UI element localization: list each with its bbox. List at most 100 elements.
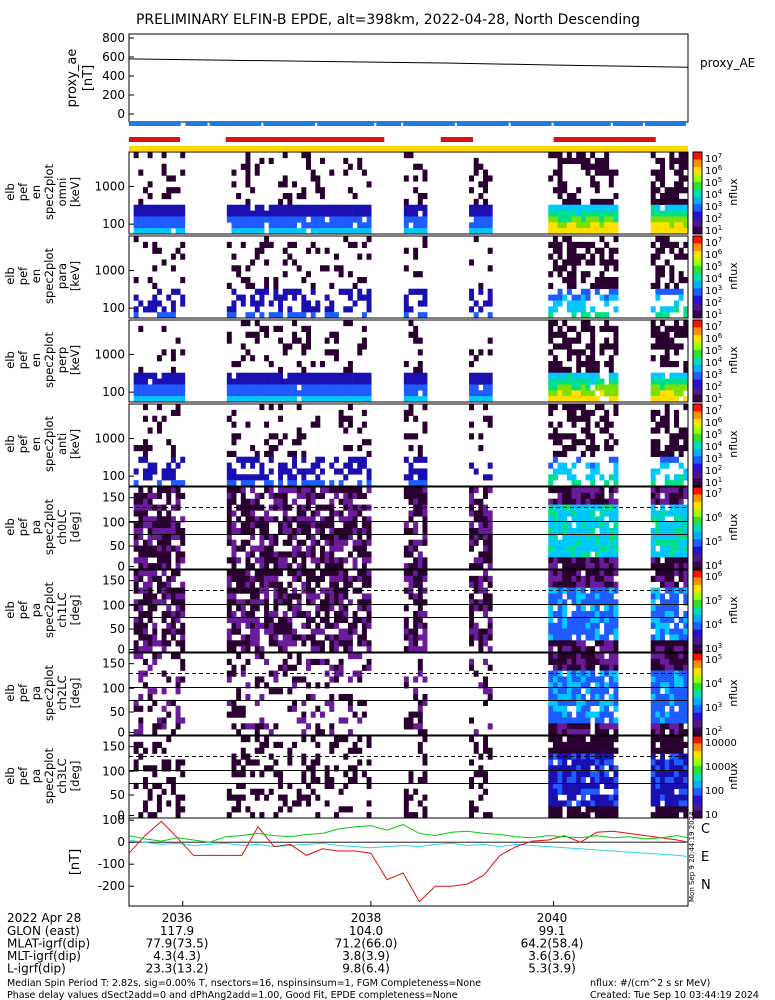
heatmap-cell (278, 487, 284, 494)
heatmap-cell (548, 581, 554, 588)
heatmap-cell (180, 771, 186, 778)
heatmap-cell (413, 723, 419, 730)
heatmap-cell (250, 587, 256, 594)
ae-ylabel-line: proxy_ae (65, 49, 80, 108)
heatmap-cell (142, 622, 148, 629)
heatmap-cell (231, 487, 237, 494)
heatmap-cell (674, 210, 679, 217)
heatmap-cell (576, 152, 582, 159)
heatmap-cell (254, 599, 260, 606)
heatmap-cell (408, 372, 414, 379)
heatmap-cell (422, 474, 428, 481)
heatmap-cell (310, 628, 316, 635)
heatmap-cell (576, 157, 582, 165)
heatmap-cell (324, 396, 330, 403)
heatmap-cell (347, 163, 353, 170)
heatmap-cell (231, 384, 237, 391)
heatmap-cell (580, 390, 586, 397)
heatmap-cell (650, 587, 656, 594)
heatmap-cell (664, 396, 670, 403)
heatmap-cell (352, 522, 358, 529)
heatmap-cell (413, 288, 419, 295)
heatmap-cell (576, 539, 582, 546)
heatmap-cell (138, 487, 144, 494)
status-bar-science (553, 137, 656, 142)
heatmap-cell (152, 241, 158, 249)
heatmap-cell (566, 788, 572, 795)
heatmap-cell (557, 782, 563, 790)
heatmap-cell (329, 676, 335, 683)
heatmap-cell (268, 361, 274, 368)
heatmap-cell (333, 812, 339, 819)
heatmap-cell (361, 528, 367, 535)
heatmap-cell (594, 404, 600, 411)
heatmap-cell (245, 806, 251, 813)
heatmap-cell (594, 694, 600, 701)
heatmap-cell (361, 699, 367, 707)
heatmap-cell (557, 557, 563, 564)
heatmap-cell (604, 711, 610, 718)
heatmap-cell (417, 551, 423, 558)
heatmap-cell (264, 741, 270, 749)
heatmap-cell (669, 216, 675, 223)
heatmap-cell (142, 765, 148, 772)
heatmap-cell (552, 575, 558, 583)
heatmap-cell (613, 605, 619, 612)
heatmap-cell (590, 593, 596, 600)
heatmap-cell (250, 528, 256, 535)
heatmap-cell (170, 782, 176, 790)
heatmap-cell (655, 646, 661, 653)
heatmap-cell (566, 806, 572, 813)
heatmap-cell (683, 658, 689, 666)
heatmap-cell (180, 539, 186, 546)
colorbar-swatch (693, 219, 702, 228)
heatmap-cell (161, 616, 167, 624)
heatmap-cell (599, 646, 605, 653)
heatmap-cell (147, 306, 153, 313)
heatmap-cell (352, 193, 358, 200)
heatmap-cell (306, 516, 311, 523)
heatmap-cell (683, 699, 689, 707)
heatmap-cell (566, 204, 572, 211)
panel-ylabel-line: ch0LC (55, 509, 69, 544)
heatmap-cell (361, 222, 367, 229)
heatmap-cell (417, 300, 423, 307)
heatmap-cell (552, 570, 558, 577)
heatmap-cell (329, 533, 335, 541)
heatmap-cell (403, 372, 409, 379)
heatmap-cell (231, 765, 237, 772)
ephemeris-label: L-igrf(dip) (7, 962, 66, 976)
heatmap-cell (580, 777, 586, 784)
heatmap-cell (306, 378, 311, 385)
heatmap-cell (613, 634, 619, 641)
heatmap-cell (352, 300, 358, 307)
heatmap-cell (422, 777, 428, 784)
heatmap-cell (403, 522, 409, 529)
heatmap-cell (669, 241, 675, 249)
heatmap-cell (301, 504, 307, 511)
heatmap-cell (678, 545, 684, 552)
heatmap-cell (655, 271, 661, 278)
heatmap-cell (660, 533, 666, 541)
heatmap-cell (245, 378, 251, 385)
colorbar-label: nflux (727, 430, 740, 458)
heatmap-cell (664, 378, 670, 385)
heatmap-cell (352, 492, 358, 500)
heatmap-cell (231, 539, 237, 546)
heatmap-cell (613, 210, 619, 217)
heatmap-cell (310, 711, 316, 718)
heatmap-cell (562, 516, 568, 523)
heatmap-cell (166, 522, 172, 529)
heatmap-cell (660, 640, 666, 647)
heatmap-cell (357, 468, 363, 475)
heatmap-cell (226, 676, 232, 683)
heatmap-cell (180, 611, 186, 618)
heatmap-cell (599, 711, 605, 718)
heatmap-cell (487, 247, 493, 254)
heatmap-cell (608, 277, 614, 284)
heatmap-cell (590, 570, 596, 577)
heatmap-cell (170, 599, 176, 606)
heatmap-cell (138, 676, 144, 683)
heatmap-cell (650, 593, 656, 600)
